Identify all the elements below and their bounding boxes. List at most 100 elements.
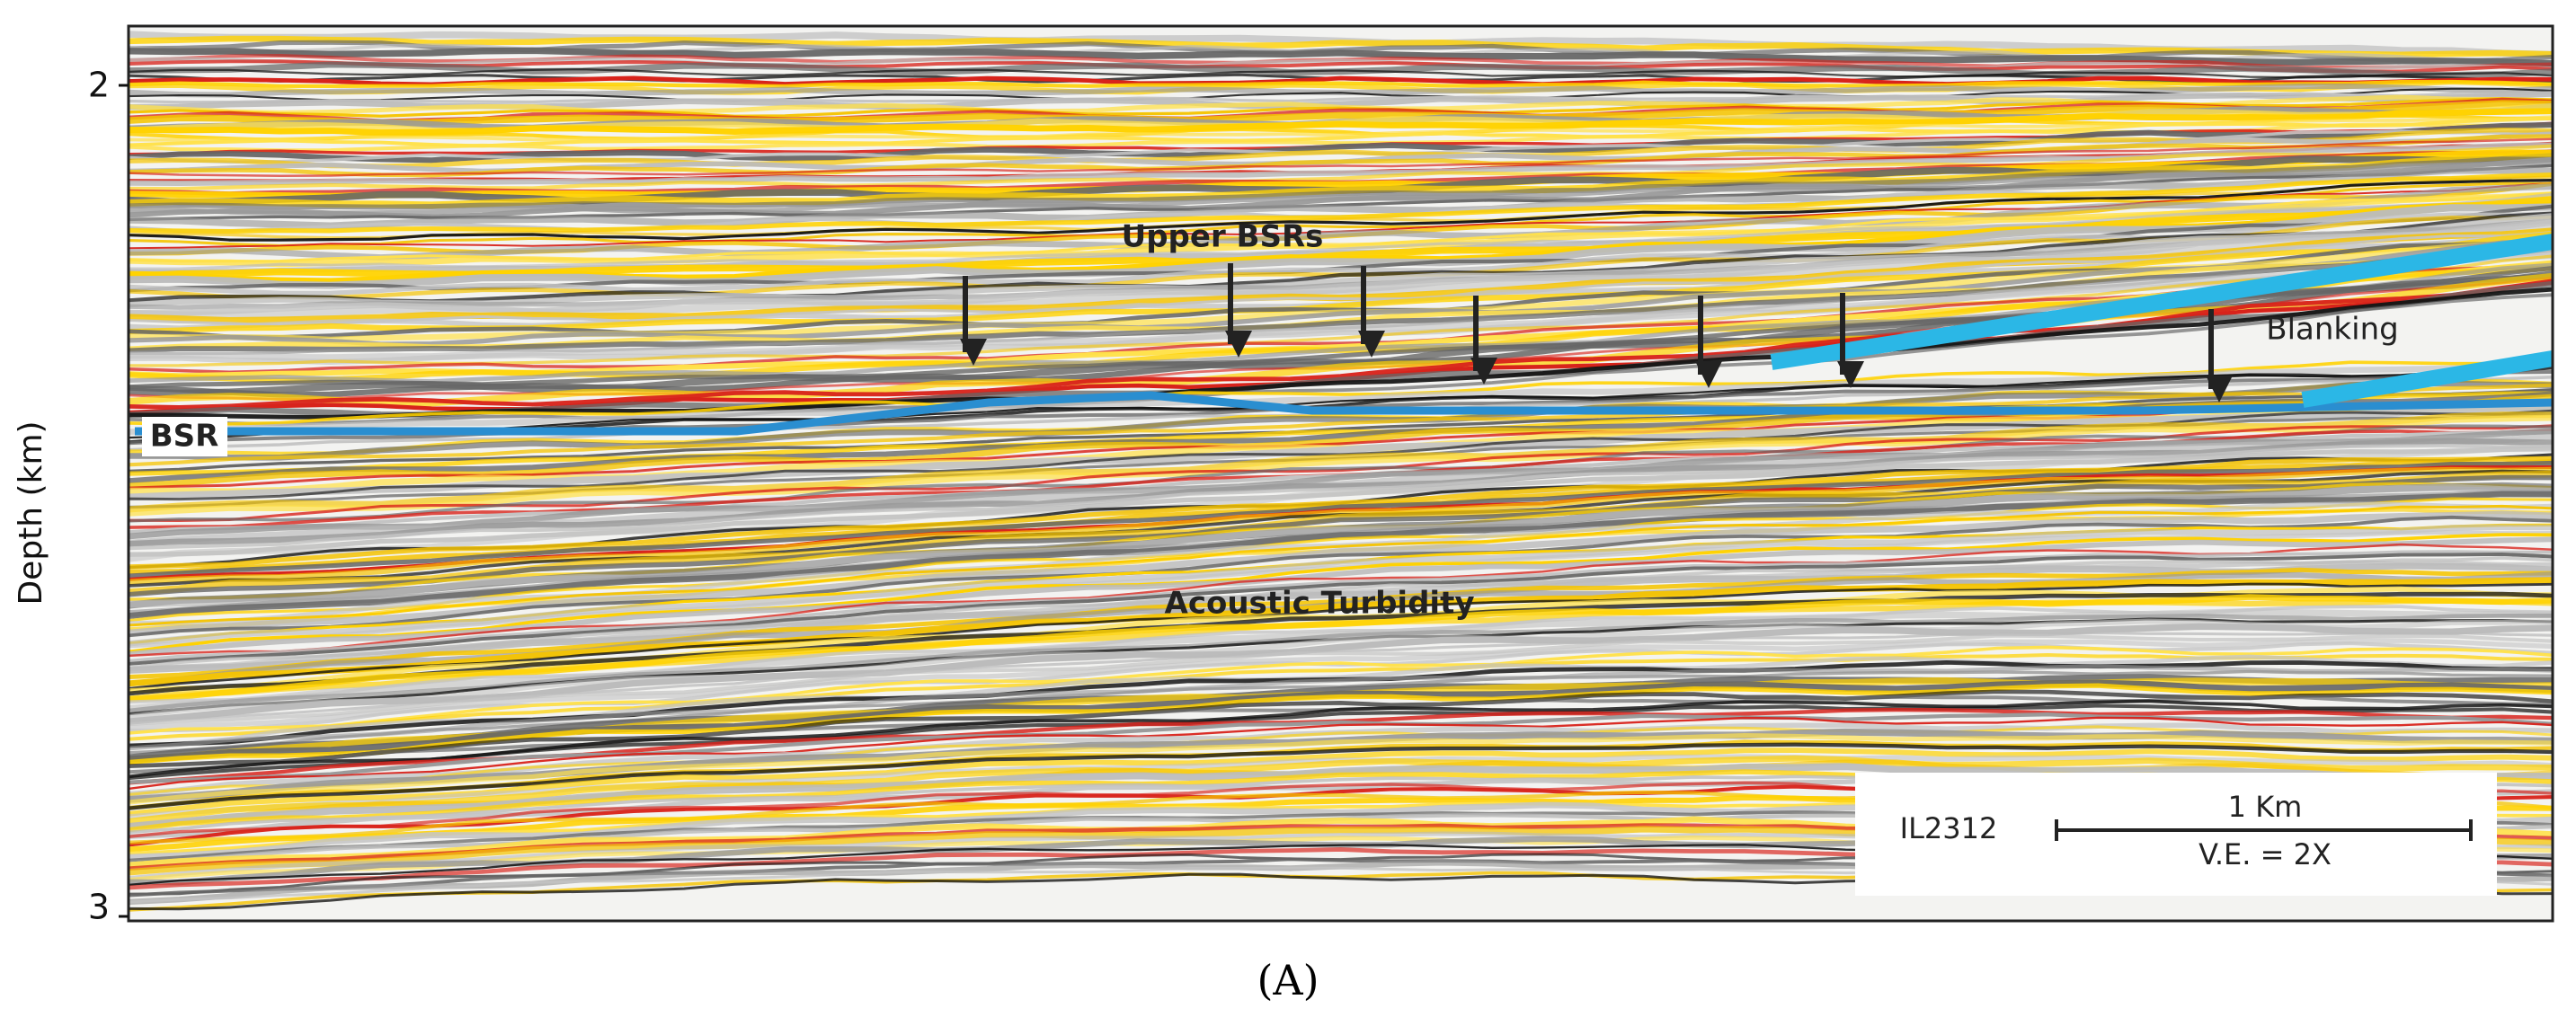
annotation: Blanking (2266, 312, 2398, 348)
reflector (129, 75, 2553, 87)
reflector (129, 59, 2553, 74)
scale-length: 1 Km (2228, 790, 2303, 824)
reflector (129, 149, 2553, 199)
reflector (129, 137, 2553, 178)
reflector (129, 533, 2553, 654)
reflector (129, 543, 2553, 658)
caption: (A) (1257, 956, 1319, 1004)
reflector (129, 388, 2553, 473)
reflector (129, 152, 2553, 209)
reflector (129, 428, 2553, 540)
reflector (129, 732, 2553, 805)
scale-bar (2055, 819, 2473, 841)
reflector (129, 121, 2553, 164)
reflector (129, 510, 2553, 637)
reflector (129, 166, 2553, 229)
reflector (129, 652, 2553, 741)
reflector (129, 725, 2553, 796)
reflector (129, 663, 2553, 751)
reflector (129, 460, 2553, 579)
horizons (135, 234, 2553, 436)
reflector (129, 403, 2553, 501)
reflector (129, 61, 2553, 78)
reflector (129, 763, 2553, 830)
reflector (129, 424, 2553, 523)
reflector (129, 287, 2553, 420)
reflector (129, 618, 2553, 720)
reflector (129, 172, 2553, 234)
reflector (129, 591, 2553, 696)
reflector (129, 183, 2553, 261)
reflector (129, 411, 2553, 513)
blanking-top (1770, 234, 2553, 370)
reflector (129, 79, 2553, 89)
reflector (129, 179, 2553, 242)
annotation: Upper BSRs (1122, 219, 1324, 255)
reflector (129, 597, 2553, 702)
reflector (129, 144, 2553, 191)
reflector (129, 456, 2553, 570)
arrows (960, 263, 2233, 402)
reflector (129, 613, 2553, 713)
reflector (129, 515, 2553, 638)
reflector (129, 562, 2553, 674)
reflector (129, 679, 2553, 764)
reflector (129, 552, 2553, 666)
reflector (129, 703, 2553, 781)
reflector (129, 175, 2553, 240)
reflector (129, 474, 2553, 597)
reflector (129, 742, 2553, 810)
reflector (129, 401, 2553, 490)
axis-label: Depth (km) (13, 420, 49, 605)
reflector (129, 689, 2553, 768)
reflector (129, 191, 2553, 268)
frame (127, 24, 2554, 923)
reflector (129, 100, 2553, 127)
reflector (129, 116, 2553, 148)
reflector (129, 466, 2553, 585)
reflector (129, 211, 2553, 304)
reflector (129, 238, 2553, 347)
reflector (129, 524, 2553, 647)
vertical-exaggeration: V.E. = 2X (2198, 837, 2332, 871)
reflector (129, 755, 2553, 825)
blanking-top (2301, 350, 2553, 408)
reflector (129, 683, 2553, 765)
bsr-horizon (135, 391, 2553, 436)
reflector (129, 414, 2553, 517)
reflector (129, 293, 2553, 427)
reflector (129, 127, 2553, 169)
reflector (129, 80, 2553, 95)
reflector (129, 57, 2553, 74)
reflector (129, 491, 2553, 619)
reflector (129, 35, 2553, 58)
reflector (129, 108, 2553, 137)
reflector (129, 497, 2553, 623)
tick-label: 2 (88, 66, 110, 105)
reflector (129, 218, 2553, 310)
label-box (142, 417, 227, 456)
reflector (129, 87, 2553, 102)
annotation: BSR (150, 419, 219, 455)
reflector (129, 156, 2553, 220)
reflector (129, 645, 2553, 735)
reflector (129, 445, 2553, 562)
reflector (129, 716, 2553, 791)
reflector (129, 272, 2553, 407)
reflector (129, 254, 2553, 367)
reflector (129, 638, 2553, 730)
line-id: IL2312 (1900, 811, 1998, 845)
reflector (129, 577, 2553, 687)
annotation: Acoustic Turbidity (1165, 586, 1475, 622)
reflector (129, 213, 2553, 308)
reflector (129, 134, 2553, 178)
seismic-reflectors (129, 31, 2553, 912)
scale-box (1855, 773, 2497, 896)
reflector (129, 633, 2553, 727)
reflector (129, 438, 2553, 547)
reflector (129, 364, 2553, 439)
reflector (129, 192, 2553, 270)
reflector (129, 536, 2553, 658)
reflector (129, 582, 2553, 690)
reflector (129, 747, 2553, 817)
